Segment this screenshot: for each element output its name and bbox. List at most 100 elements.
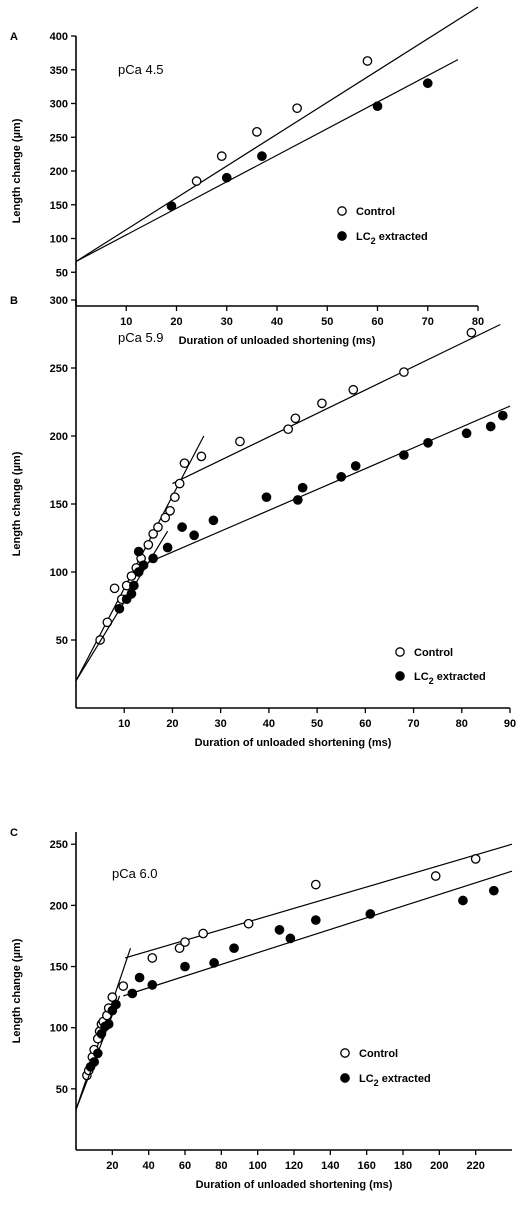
data-point-control: [153, 522, 163, 532]
data-point-control: [170, 492, 180, 503]
data-point-lc2-extracted: [89, 1057, 100, 1067]
legend-label-control: Control: [356, 206, 395, 218]
x-tick-label: 80: [215, 1160, 227, 1172]
x-tick-label: 40: [271, 316, 283, 328]
legend-label-lc2-extracted: LC2 extracted: [356, 231, 428, 246]
y-tick-label: 400: [50, 31, 68, 43]
chart-panel-c: 50 100 150 200 250 20 40 60 80 100 120 140 160 180 200…: [10, 827, 513, 1191]
x-tick-label: 220: [466, 1160, 484, 1172]
legend-marker-control: [337, 206, 347, 216]
data-point-lc2-extracted: [133, 567, 144, 577]
x-tick-label: 20: [170, 316, 182, 328]
data-point-control: [165, 505, 175, 516]
x-tick-label: 180: [394, 1160, 412, 1172]
data-point-lc2-extracted: [177, 522, 187, 532]
data-point-control: [198, 928, 209, 939]
data-point-lc2-extracted: [147, 980, 158, 990]
x-tick-label: 80: [456, 718, 468, 730]
data-point-lc2-extracted: [261, 492, 272, 503]
y-tick-label: 150: [50, 499, 68, 511]
x-tick-label: 50: [311, 718, 323, 730]
data-point-lc2-extracted: [488, 885, 499, 896]
x-tick-label: 100: [248, 1160, 266, 1172]
data-point-control: [310, 879, 321, 890]
y-tick-label: 250: [50, 363, 68, 375]
data-point-control: [109, 583, 120, 594]
data-point-lc2-extracted: [310, 915, 321, 925]
data-point-lc2-extracted: [92, 1048, 103, 1059]
data-point-lc2-extracted: [461, 428, 472, 439]
legend-label-control: Control: [414, 647, 453, 659]
data-point-lc2-extracted: [365, 909, 376, 919]
y-tick-label: 100: [50, 234, 68, 246]
data-point-lc2-extracted: [485, 421, 496, 432]
data-point-control: [118, 981, 129, 991]
x-tick-label: 40: [263, 718, 275, 730]
x-tick-label: 50: [321, 316, 333, 328]
data-point-control: [143, 539, 154, 550]
data-point-lc2-extracted: [111, 999, 121, 1010]
data-point-lc2-extracted: [134, 972, 145, 983]
fit-line-control: [124, 843, 513, 959]
y-tick-label: 150: [50, 962, 68, 974]
fit-line-lc2-extracted: [75, 59, 459, 262]
chart-panel-b: 50 100 150 200 250 300 10 20 30 40 50 60 70 80 90 Durat…: [10, 295, 516, 749]
y-tick-label: 100: [50, 567, 68, 579]
y-tick-label: 200: [50, 166, 68, 178]
data-point-control: [174, 943, 185, 954]
data-point-lc2-extracted: [162, 542, 173, 553]
data-point-lc2-extracted: [274, 924, 285, 935]
x-axis-label: Duration of unloaded shortening (ms): [195, 737, 392, 749]
data-point-control: [470, 854, 481, 864]
data-point-control: [191, 176, 202, 186]
data-point-control: [348, 384, 359, 395]
x-tick-label: 90: [504, 718, 516, 730]
x-axis-label: Duration of unloaded shortening (ms): [196, 1179, 393, 1191]
data-point-control: [283, 424, 294, 435]
data-point-control: [148, 529, 159, 539]
data-point-lc2-extracted: [257, 151, 267, 161]
data-point-lc2-extracted: [372, 101, 383, 112]
legend-marker-lc2-extracted: [395, 671, 405, 681]
condition-label: pCa 6.0: [112, 866, 158, 881]
y-tick-label: 300: [50, 295, 68, 307]
data-point-control: [196, 451, 207, 462]
data-point-control: [292, 103, 302, 114]
data-point-lc2-extracted: [114, 603, 125, 614]
data-point-lc2-extracted: [350, 461, 361, 471]
x-tick-label: 10: [120, 316, 132, 328]
x-tick-label: 60: [371, 316, 383, 328]
data-point-lc2-extracted: [126, 588, 137, 599]
data-point-lc2-extracted: [133, 546, 144, 557]
data-point-control: [126, 571, 137, 581]
x-tick-label: 70: [407, 718, 419, 730]
chart-panel-a: 50 100 150 200 250 300 350 400 10 20 30 40 50 60 70 80 D…: [10, 6, 484, 347]
data-point-lc2-extracted: [189, 530, 199, 541]
panel-label: A: [10, 31, 18, 43]
fit-line-lc2-extracted: [123, 870, 513, 997]
fit-line-control: [75, 6, 479, 262]
y-tick-label: 100: [50, 1023, 68, 1035]
fit-line-control: [172, 323, 501, 485]
data-point-lc2-extracted: [458, 895, 468, 906]
data-point-control: [252, 127, 262, 137]
data-point-control: [399, 367, 409, 377]
x-tick-label: 30: [221, 316, 233, 328]
data-point-lc2-extracted: [422, 78, 433, 89]
y-tick-label: 50: [56, 1084, 68, 1096]
x-tick-label: 80: [472, 316, 484, 328]
data-point-lc2-extracted: [497, 410, 508, 421]
data-point-lc2-extracted: [297, 482, 308, 493]
x-tick-label: 10: [118, 718, 130, 730]
data-point-control: [160, 512, 171, 523]
data-point-control: [290, 413, 301, 424]
y-axis-label: Length change (µm): [11, 451, 23, 556]
y-tick-label: 50: [56, 635, 68, 647]
x-tick-label: 140: [321, 1160, 339, 1172]
data-point-lc2-extracted: [138, 560, 149, 571]
condition-label: pCa 4.5: [118, 62, 164, 77]
data-point-control: [466, 327, 477, 338]
legend-label-control: Control: [359, 1048, 398, 1060]
data-point-lc2-extracted: [292, 495, 303, 505]
